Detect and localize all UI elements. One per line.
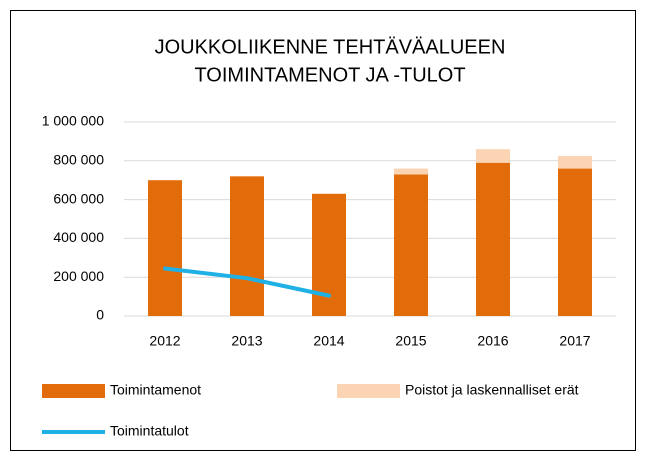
y-tick-label: 400 000 <box>53 229 104 245</box>
x-tick-label: 2012 <box>149 333 180 349</box>
x-tick-label: 2015 <box>395 333 426 349</box>
y-tick-label: 600 000 <box>53 190 104 206</box>
bar <box>394 174 428 316</box>
chart-title: JOUKKOLIIKENNE TEHTÄVÄALUEEN <box>155 36 506 58</box>
x-tick-label: 2013 <box>231 333 262 349</box>
y-tick-label: 800 000 <box>53 152 104 168</box>
legend-swatch <box>42 384 105 398</box>
legend-label: Toimintamenot <box>110 382 201 398</box>
y-tick-label: 0 <box>96 307 104 323</box>
x-tick-label: 2016 <box>477 333 508 349</box>
chart-title: TOIMINTAMENOT JA -TULOT <box>194 64 465 86</box>
x-tick-label: 2014 <box>313 333 344 349</box>
line <box>163 266 331 298</box>
bar <box>476 149 510 163</box>
bar <box>558 168 592 316</box>
x-tick-label: 2017 <box>559 333 590 349</box>
legend-label: Poistot ja laskennalliset erät <box>405 382 579 398</box>
bar <box>558 155 592 169</box>
bar <box>148 180 182 316</box>
bar <box>230 176 264 316</box>
legend-swatch <box>337 384 400 398</box>
y-tick-label: 1 000 000 <box>42 113 104 129</box>
bar <box>394 168 428 175</box>
bar <box>476 162 510 316</box>
legend-label: Toimintatulot <box>110 423 189 439</box>
bar <box>312 193 346 316</box>
y-tick-label: 200 000 <box>53 268 104 284</box>
